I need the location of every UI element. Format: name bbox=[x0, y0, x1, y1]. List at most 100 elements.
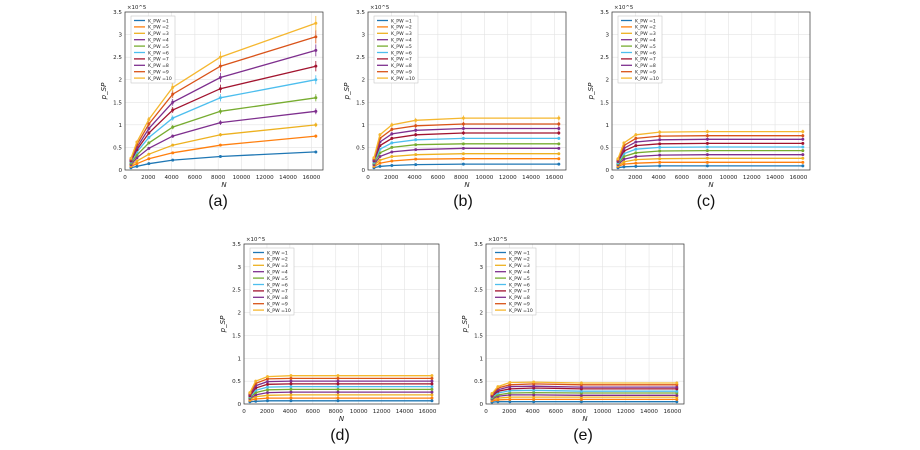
data-point bbox=[254, 397, 258, 401]
axes-box bbox=[485, 243, 685, 405]
data-point bbox=[532, 400, 536, 404]
x-tick-label: 10000 bbox=[350, 409, 368, 415]
series-line-7 bbox=[373, 132, 559, 162]
data-point bbox=[135, 140, 139, 144]
data-point bbox=[265, 375, 269, 379]
legend-entry: K_PW =9 bbox=[635, 70, 656, 76]
data-point bbox=[171, 116, 175, 120]
data-point bbox=[314, 64, 318, 68]
data-point bbox=[248, 391, 252, 395]
data-point bbox=[414, 138, 418, 142]
data-point bbox=[430, 382, 434, 386]
data-point bbox=[557, 146, 561, 150]
legend-entry: K_PW =10 bbox=[635, 76, 659, 82]
data-point bbox=[336, 396, 340, 400]
x-tick-label: 10000 bbox=[720, 175, 738, 181]
data-point bbox=[171, 151, 175, 155]
series-line-10 bbox=[617, 130, 803, 159]
data-point bbox=[147, 117, 151, 121]
data-point bbox=[508, 397, 512, 401]
legend-entry: K_PW =8 bbox=[635, 63, 656, 69]
x-tick-label: 4000 bbox=[651, 175, 666, 181]
data-point bbox=[616, 157, 620, 161]
y-tick-label: 0.5 bbox=[113, 145, 122, 151]
legend-entry: K_PW =3 bbox=[391, 31, 412, 37]
data-point bbox=[675, 389, 679, 393]
data-point bbox=[557, 162, 561, 166]
x-tick-label: 14000 bbox=[766, 175, 784, 181]
data-point bbox=[147, 157, 151, 161]
data-point bbox=[658, 153, 662, 157]
data-point bbox=[171, 125, 175, 129]
data-point bbox=[336, 379, 340, 383]
x-tick-label: 0 bbox=[610, 175, 614, 181]
data-point bbox=[289, 382, 293, 386]
data-point bbox=[557, 152, 561, 156]
chart-panel-2: 0 2000 4000 6000 8000 10000 12000 14000 16000 0 0.… bbox=[343, 5, 567, 210]
data-point bbox=[557, 131, 561, 135]
panel-label: (a) bbox=[208, 193, 228, 210]
x-tick-label: 14000 bbox=[396, 409, 414, 415]
x-axis-label: N bbox=[339, 415, 345, 423]
series-line-5 bbox=[617, 149, 803, 165]
data-point bbox=[658, 134, 662, 138]
exponent-label: ×10^5 bbox=[127, 5, 146, 11]
data-point bbox=[579, 381, 583, 385]
data-point bbox=[289, 376, 293, 380]
data-point bbox=[314, 150, 318, 154]
data-point bbox=[658, 160, 662, 164]
data-point bbox=[622, 141, 626, 145]
data-point bbox=[622, 165, 626, 169]
data-point bbox=[579, 400, 583, 404]
y-tick-label: 3.5 bbox=[600, 10, 609, 16]
y-tick-label: 3.5 bbox=[474, 242, 483, 248]
data-point bbox=[579, 385, 583, 389]
legend-entry: K_PW =7 bbox=[148, 57, 169, 63]
x-tick-label: 8000 bbox=[454, 175, 469, 181]
data-point bbox=[378, 154, 382, 158]
data-point bbox=[557, 136, 561, 140]
x-tick-label: 6000 bbox=[306, 409, 321, 415]
data-point bbox=[675, 400, 679, 404]
series-line-1 bbox=[491, 401, 677, 403]
data-point bbox=[634, 151, 638, 155]
y-tick-label: 1.5 bbox=[474, 333, 483, 339]
data-point bbox=[336, 387, 340, 391]
series-line-10 bbox=[130, 22, 317, 159]
legend-entry: K_PW =9 bbox=[148, 70, 169, 76]
legend-entry: K_PW =3 bbox=[267, 263, 288, 269]
data-point bbox=[414, 118, 418, 122]
data-point bbox=[414, 163, 418, 167]
legend-entry: K_PW =9 bbox=[391, 70, 412, 76]
data-point bbox=[675, 393, 679, 397]
data-point bbox=[461, 146, 465, 150]
data-point bbox=[557, 157, 561, 161]
data-point bbox=[461, 131, 465, 135]
data-point bbox=[801, 141, 805, 145]
legend-entry: K_PW =6 bbox=[267, 282, 288, 288]
data-point bbox=[265, 377, 269, 381]
y-tick-label: 2.5 bbox=[356, 55, 365, 61]
legend-entry: K_PW =8 bbox=[267, 295, 288, 301]
x-tick-label: 2000 bbox=[141, 175, 156, 181]
x-tick-label: 8000 bbox=[211, 175, 226, 181]
panel-label: (b) bbox=[453, 193, 473, 210]
x-tick-label: 10000 bbox=[594, 409, 612, 415]
y-tick-label: 0 bbox=[361, 168, 365, 174]
data-point bbox=[490, 391, 494, 395]
data-point bbox=[801, 164, 805, 168]
series-line-9 bbox=[249, 377, 432, 394]
data-point bbox=[135, 164, 139, 168]
legend-entry: K_PW =5 bbox=[267, 276, 288, 282]
y-tick-label: 2 bbox=[118, 78, 122, 84]
series-line-9 bbox=[130, 36, 316, 160]
data-point bbox=[390, 159, 394, 163]
data-point bbox=[557, 122, 561, 126]
legend-entry: K_PW =6 bbox=[635, 50, 656, 56]
data-point bbox=[461, 152, 465, 156]
data-point bbox=[390, 145, 394, 149]
data-point bbox=[705, 156, 709, 160]
legend-entry: K_PW =1 bbox=[635, 18, 656, 24]
legend-entry: K_PW =1 bbox=[148, 18, 169, 24]
axes-box bbox=[367, 11, 567, 171]
